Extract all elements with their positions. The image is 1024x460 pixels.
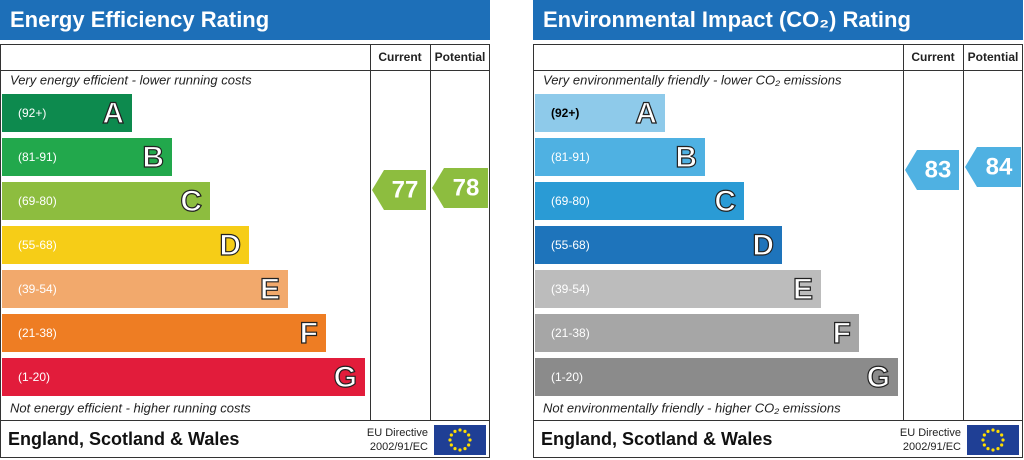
rating-band: [2, 314, 326, 352]
current-rating: 77: [392, 176, 419, 203]
eu-star: [467, 433, 471, 437]
current-rating: 83: [925, 156, 952, 183]
band-letter: D: [219, 229, 241, 262]
band-letter: F: [300, 317, 318, 350]
eu-star: [458, 428, 462, 432]
eu-star: [448, 438, 452, 442]
eu-star: [986, 429, 990, 433]
eu-star: [991, 428, 995, 432]
rating-band: [535, 358, 898, 396]
band-range: (81-91): [551, 150, 590, 164]
band-letter: B: [675, 141, 697, 174]
band-range: (1-20): [551, 370, 583, 384]
rating-band: [2, 358, 365, 396]
directive: EU Directive: [367, 427, 428, 439]
column-header: Current: [911, 50, 954, 64]
eu-star: [996, 429, 1000, 433]
potential-rating: 78: [453, 174, 480, 201]
panel-title: Energy Efficiency Rating: [10, 7, 269, 32]
band-range: (69-80): [551, 194, 590, 208]
rating-band: [2, 138, 172, 176]
band-range: (21-38): [551, 326, 590, 340]
rating-band: [535, 226, 782, 264]
band-letter: G: [867, 361, 890, 394]
band-letter: D: [752, 229, 774, 262]
band-range: (55-68): [18, 238, 57, 252]
rating-band: [2, 226, 249, 264]
eu-star: [1000, 433, 1004, 437]
eu-star: [981, 438, 985, 442]
column-header: Potential: [435, 50, 486, 64]
potential-arrow: [432, 168, 488, 208]
top-note: Very energy efficient - lower running co…: [10, 72, 252, 87]
band-range: (92+): [18, 106, 46, 120]
bottom-note: Not energy efficient - higher running co…: [10, 400, 251, 415]
panel-title: Environmental Impact (CO₂) Rating: [543, 7, 911, 32]
title-bar: [533, 0, 1023, 40]
band-letter: E: [260, 273, 280, 306]
eu-star: [463, 447, 467, 451]
band-range: (21-38): [18, 326, 57, 340]
current-arrow: [372, 170, 426, 210]
band-letter: E: [793, 273, 813, 306]
rating-band: [535, 182, 744, 220]
rating-band: [535, 314, 859, 352]
potential-arrow: [965, 147, 1021, 187]
rating-band: [535, 270, 821, 308]
band-range: (92+): [551, 106, 579, 120]
band-letter: C: [180, 185, 202, 218]
band-range: (1-20): [18, 370, 50, 384]
eu-star: [991, 448, 995, 452]
directive: EU Directive: [900, 427, 961, 439]
eu-star: [458, 448, 462, 452]
band-letter: A: [635, 97, 657, 130]
eu-star: [1001, 438, 1005, 442]
band-range: (39-54): [551, 282, 590, 296]
band-range: (69-80): [18, 194, 57, 208]
band-letter: C: [714, 185, 736, 218]
band-range: (39-54): [18, 282, 57, 296]
bottom-note: Not environmentally friendly - higher CO…: [543, 400, 841, 415]
band-range: (81-91): [18, 150, 57, 164]
eu-star: [467, 443, 471, 447]
band-letter: F: [833, 317, 851, 350]
frame: [0, 44, 490, 458]
band-letter: G: [334, 361, 357, 394]
directive: 2002/91/EC: [903, 441, 961, 453]
rating-band: [535, 94, 665, 132]
band-range: (55-68): [551, 238, 590, 252]
eu-star: [982, 433, 986, 437]
rating-band: [2, 182, 210, 220]
eu-star: [453, 447, 457, 451]
band-letter: B: [142, 141, 164, 174]
eu-star: [463, 429, 467, 433]
potential-rating: 84: [986, 153, 1013, 180]
rating-band: [2, 94, 132, 132]
rating-band: [535, 138, 705, 176]
frame: [533, 44, 1023, 458]
footer-text: England, Scotland & Wales: [8, 429, 239, 449]
current-arrow: [905, 150, 959, 190]
eu-star: [449, 443, 453, 447]
directive: 2002/91/EC: [370, 441, 428, 453]
band-letter: A: [102, 97, 124, 130]
column-header: Current: [378, 50, 421, 64]
eu-star: [996, 447, 1000, 451]
top-note: Very environmentally friendly - lower CO…: [543, 72, 842, 87]
footer-text: England, Scotland & Wales: [541, 429, 772, 449]
eu-star: [982, 443, 986, 447]
column-header: Potential: [968, 50, 1019, 64]
eu-star: [453, 429, 457, 433]
title-bar: [0, 0, 490, 40]
rating-band: [2, 270, 288, 308]
eu-star: [449, 433, 453, 437]
eu-star: [986, 447, 990, 451]
eu-star: [468, 438, 472, 442]
eu-star: [1000, 443, 1004, 447]
